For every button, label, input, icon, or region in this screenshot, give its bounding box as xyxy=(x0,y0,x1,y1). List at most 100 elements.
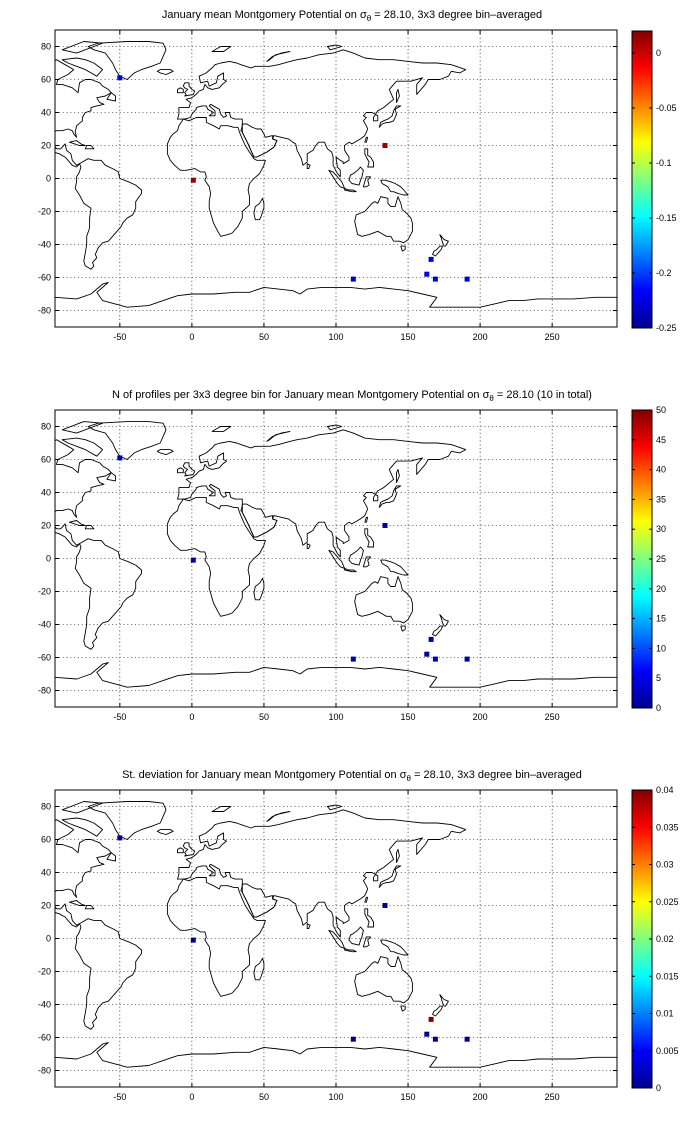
coastline-cuba xyxy=(68,520,86,526)
coastline-madagascar xyxy=(253,577,265,601)
coastline-uk xyxy=(182,462,196,477)
coastline-newfoundland xyxy=(106,472,116,482)
coastline-svalbard xyxy=(211,806,232,812)
x-tick-label: 200 xyxy=(473,332,488,342)
colorbar-tick-label: -0.2 xyxy=(656,268,672,278)
colorbar-tick-label: 0.005 xyxy=(656,1046,679,1056)
y-tick-label: -60 xyxy=(38,273,51,283)
coastline-north-america xyxy=(55,59,112,168)
coastline-severnaya xyxy=(326,44,343,51)
colorbar-tick-label: 25 xyxy=(656,554,666,564)
coastline-philippines xyxy=(364,528,374,548)
colorbar-gradient xyxy=(631,30,653,329)
bin-marker xyxy=(350,656,356,662)
coastline-philippines xyxy=(364,148,374,168)
y-tick-label: -40 xyxy=(38,1000,51,1010)
coastline-philippines xyxy=(364,908,374,928)
coastline-greenland xyxy=(87,801,167,840)
coastline-sulawesi xyxy=(362,176,372,188)
coastline-new-guinea xyxy=(380,939,409,956)
colorbar-tick-label: 30 xyxy=(656,524,666,534)
colorbar-tick-label: -0.05 xyxy=(656,103,677,113)
y-tick-label: -40 xyxy=(38,620,51,630)
bin-marker xyxy=(190,937,196,943)
coastline-borneo xyxy=(348,926,364,946)
coastline-java xyxy=(344,187,357,193)
bin-marker xyxy=(428,256,434,262)
coastline-sakhalin xyxy=(396,468,400,484)
coastline-hispaniola xyxy=(84,145,95,150)
bin-marker xyxy=(424,1031,430,1037)
bin-marker xyxy=(464,656,470,662)
panel-3-title: St. deviation for January mean Montgomer… xyxy=(122,769,582,783)
bin-marker xyxy=(350,276,356,282)
coastline-africa xyxy=(166,117,266,237)
coastline-victoria-island xyxy=(22,58,48,66)
grid-lines xyxy=(55,790,617,1087)
coastline-cuba xyxy=(68,140,86,146)
coastline-baffin xyxy=(61,437,104,457)
y-tick-label: 60 xyxy=(41,455,51,465)
coastline-madagascar xyxy=(253,197,265,221)
coastline-south-america xyxy=(74,158,142,270)
bin-marker xyxy=(117,455,123,461)
colorbar-tick-label: -0.1 xyxy=(656,158,672,168)
colorbar-tick-label: 40 xyxy=(656,465,666,475)
panel-2: N of profiles per 3x3 degree bin for Jan… xyxy=(22,389,666,722)
bin-marker xyxy=(117,835,123,841)
y-tick-label: 40 xyxy=(41,868,51,878)
colorbar-tick-label: 0.025 xyxy=(656,897,679,907)
y-tick-label: -20 xyxy=(38,967,51,977)
bin-marker xyxy=(428,1016,434,1022)
y-tick-label: -20 xyxy=(38,587,51,597)
bin-marker xyxy=(350,1036,356,1042)
colorbar-tick-label: 0.03 xyxy=(656,860,674,870)
bin-marker xyxy=(428,636,434,642)
y-tick-label: 0 xyxy=(46,174,51,184)
coastlines xyxy=(22,421,617,688)
panel-1-title: January mean Montgomery Potential on σθ … xyxy=(162,9,542,23)
coastline-new-guinea xyxy=(380,179,409,196)
colorbar-tick-label: 0 xyxy=(656,703,661,713)
grid-lines xyxy=(55,30,617,327)
coastline-arabia xyxy=(241,503,278,538)
coastline-hispaniola xyxy=(84,525,95,530)
y-tick-label: 80 xyxy=(41,802,51,812)
panel-3: St. deviation for January mean Montgomer… xyxy=(38,769,679,1102)
bin-marker xyxy=(424,271,430,277)
x-tick-label: 100 xyxy=(328,712,343,722)
x-tick-label: 150 xyxy=(401,712,416,722)
coastline-svalbard xyxy=(211,426,232,432)
coastline-africa xyxy=(166,496,266,617)
coastline-arabia xyxy=(241,123,278,158)
y-tick-label: 60 xyxy=(41,835,51,845)
coastlines xyxy=(22,41,617,308)
coastline-tasmania xyxy=(400,1005,406,1012)
coastline-severnaya xyxy=(326,804,343,811)
y-tick-label: 0 xyxy=(46,934,51,944)
coastline-eurasia xyxy=(177,809,467,938)
coastline-victoria-island xyxy=(22,438,48,446)
coastline-taiwan xyxy=(364,896,369,903)
coastline-nz-north xyxy=(439,614,449,627)
colorbar-tick-label: -0.25 xyxy=(656,323,677,333)
coastline-tasmania xyxy=(400,245,406,252)
x-tick-label: 50 xyxy=(259,712,269,722)
bin-marker xyxy=(464,276,470,282)
x-tick-label: 150 xyxy=(401,1092,416,1102)
y-tick-label: 80 xyxy=(41,42,51,52)
x-tick-label: 200 xyxy=(473,712,488,722)
bin-marker xyxy=(382,903,388,908)
coastline-ireland xyxy=(177,847,184,854)
colorbar-tick-label: 0 xyxy=(656,1083,661,1093)
colorbar-tick-label: 5 xyxy=(656,673,661,683)
coastline-nz-south xyxy=(432,245,444,257)
coastline-severnaya xyxy=(326,424,343,431)
y-tick-label: -60 xyxy=(38,653,51,663)
coastline-newfoundland xyxy=(106,852,116,862)
coastline-iceland xyxy=(156,69,174,75)
coastline-antarctica xyxy=(55,662,617,688)
